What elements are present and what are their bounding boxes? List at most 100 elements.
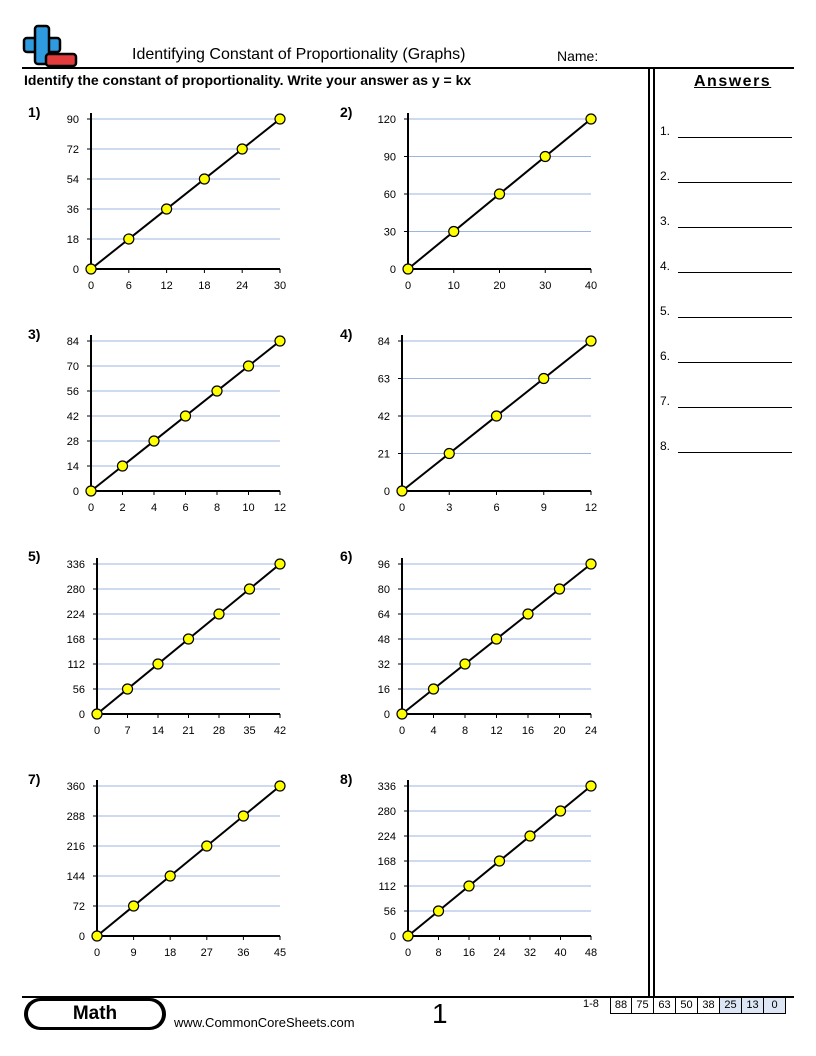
score-cell: 63 xyxy=(654,997,676,1014)
y-tick-label: 56 xyxy=(384,906,396,918)
x-tick-label: 0 xyxy=(399,502,405,514)
data-point xyxy=(524,830,536,842)
y-tick-label: 21 xyxy=(378,449,390,461)
x-tick-label: 21 xyxy=(182,725,194,737)
y-tick-label: 56 xyxy=(73,684,85,696)
data-point xyxy=(463,880,475,892)
y-tick-label: 14 xyxy=(67,461,79,473)
x-tick-label: 35 xyxy=(243,725,255,737)
answer-blank[interactable] xyxy=(678,227,792,228)
y-tick-label: 336 xyxy=(378,781,396,793)
data-point xyxy=(242,360,255,372)
answer-blank[interactable] xyxy=(678,272,792,273)
answer-blank[interactable] xyxy=(678,452,792,453)
x-tick-label: 27 xyxy=(201,947,213,959)
x-tick-label: 10 xyxy=(448,280,460,292)
y-tick-label: 60 xyxy=(384,189,396,201)
question-number: 6) xyxy=(340,548,353,564)
y-tick-label: 0 xyxy=(390,931,396,943)
data-point xyxy=(85,485,97,497)
answer-line[interactable]: 1. xyxy=(660,124,794,140)
answer-number: 3. xyxy=(660,214,671,228)
question-number: 4) xyxy=(340,326,353,342)
x-tick-label: 14 xyxy=(152,725,164,737)
answer-line[interactable]: 3. xyxy=(660,214,794,230)
question-number: 7) xyxy=(28,771,41,787)
data-point xyxy=(91,708,103,720)
data-point xyxy=(493,188,506,200)
data-point xyxy=(201,840,213,852)
y-tick-label: 0 xyxy=(73,486,79,498)
x-tick-label: 6 xyxy=(493,502,499,514)
proportional-line xyxy=(90,340,281,492)
answers-title: Answers xyxy=(694,73,772,90)
data-point xyxy=(213,608,225,620)
answer-blank[interactable] xyxy=(678,317,792,318)
y-tick-label: 54 xyxy=(67,174,79,186)
answer-line[interactable]: 5. xyxy=(660,304,794,320)
x-tick-label: 8 xyxy=(214,502,220,514)
answer-line[interactable]: 4. xyxy=(660,259,794,275)
x-tick-label: 36 xyxy=(237,947,249,959)
x-tick-label: 12 xyxy=(585,502,597,514)
data-point xyxy=(522,608,534,620)
x-tick-label: 40 xyxy=(585,280,597,292)
answer-number: 8. xyxy=(660,439,671,453)
data-point xyxy=(554,805,567,817)
y-tick-label: 112 xyxy=(378,881,396,893)
answer-number: 2. xyxy=(660,169,671,183)
answer-blank[interactable] xyxy=(678,182,792,183)
answer-line[interactable]: 7. xyxy=(660,394,794,410)
x-tick-label: 3 xyxy=(446,502,452,514)
proportional-line xyxy=(407,118,592,270)
x-tick-label: 20 xyxy=(553,725,565,737)
data-point xyxy=(237,810,249,822)
y-tick-label: 336 xyxy=(67,559,85,571)
data-point xyxy=(585,113,597,125)
score-cell: 50 xyxy=(676,997,698,1014)
answer-line[interactable]: 2. xyxy=(660,169,794,185)
y-tick-label: 168 xyxy=(378,856,396,868)
answer-blank[interactable] xyxy=(678,407,792,408)
answer-number: 7. xyxy=(660,394,671,408)
proportional-line xyxy=(90,118,281,270)
x-tick-label: 4 xyxy=(430,725,436,737)
y-tick-label: 84 xyxy=(378,336,390,348)
x-tick-label: 8 xyxy=(462,725,468,737)
y-tick-label: 18 xyxy=(67,234,79,246)
x-tick-label: 16 xyxy=(522,725,534,737)
answer-blank[interactable] xyxy=(678,362,792,363)
data-point xyxy=(432,905,445,917)
answer-number: 4. xyxy=(660,259,671,273)
y-tick-label: 168 xyxy=(67,634,85,646)
data-point xyxy=(121,683,134,695)
answer-line[interactable]: 6. xyxy=(660,349,794,365)
y-tick-label: 0 xyxy=(79,709,85,721)
y-tick-label: 48 xyxy=(378,634,390,646)
y-tick-label: 0 xyxy=(73,264,79,276)
y-tick-label: 0 xyxy=(79,931,85,943)
question-number: 2) xyxy=(340,104,353,120)
y-tick-label: 280 xyxy=(67,584,85,596)
data-point xyxy=(91,930,103,942)
data-point xyxy=(493,855,506,867)
answer-blank[interactable] xyxy=(678,137,792,138)
data-point xyxy=(274,558,286,570)
answer-number: 6. xyxy=(660,349,671,363)
x-tick-label: 16 xyxy=(463,947,475,959)
data-point xyxy=(274,780,286,792)
y-tick-label: 72 xyxy=(73,901,85,913)
y-tick-label: 280 xyxy=(378,806,396,818)
x-tick-label: 10 xyxy=(242,502,254,514)
x-tick-label: 0 xyxy=(399,725,405,737)
data-point xyxy=(402,930,414,942)
footer-divider xyxy=(22,996,794,998)
answer-number: 1. xyxy=(660,124,671,138)
x-tick-label: 30 xyxy=(274,280,286,292)
math-logo-icon xyxy=(22,24,78,68)
answer-line[interactable]: 8. xyxy=(660,439,794,455)
